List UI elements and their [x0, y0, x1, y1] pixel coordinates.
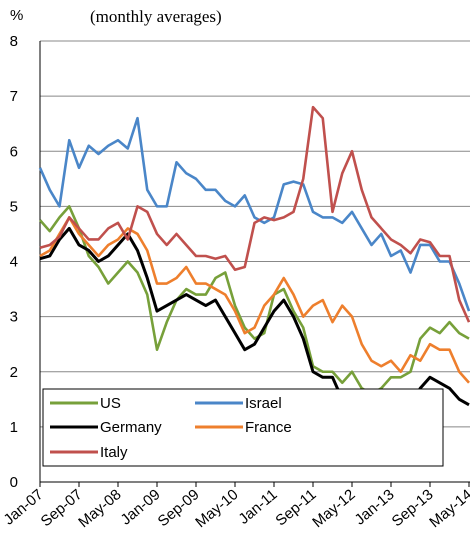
y-tick-label: 8 — [10, 33, 18, 50]
x-tick-label: Sep-09 — [155, 486, 203, 530]
y-tick-label: 0 — [10, 474, 18, 491]
series-line — [39, 105, 470, 323]
legend-label: Italy — [100, 444, 128, 461]
x-tick-label: May-08 — [75, 486, 124, 531]
y-tick-label: 4 — [10, 254, 18, 271]
chart-subtitle: (monthly averages) — [90, 7, 222, 26]
y-axis-label: % — [10, 7, 23, 24]
x-tick-label: Jan-09 — [118, 486, 164, 529]
x-tick-label: Jan-11 — [235, 486, 280, 528]
x-tick-label: May-10 — [192, 486, 241, 531]
x-tick-label: Sep-07 — [38, 486, 86, 530]
y-tick-label: 1 — [10, 419, 18, 436]
x-tick-label: May-12 — [309, 486, 358, 531]
series-line — [39, 205, 470, 396]
x-tick-label: Jan-07 — [1, 486, 47, 529]
legend-label: US — [100, 395, 121, 412]
y-tick-label: 6 — [10, 143, 18, 160]
series-line — [38, 116, 470, 312]
x-tick-label: Jan-13 — [352, 486, 398, 529]
y-tick-label: 3 — [10, 309, 18, 326]
y-tick-label: 5 — [10, 198, 18, 215]
legend-label: Germany — [100, 419, 162, 436]
legend-label: Israel — [245, 395, 282, 412]
x-tick-label: Sep-13 — [389, 486, 437, 530]
series-line — [39, 216, 470, 384]
x-tick-label: May-14 — [426, 486, 470, 531]
y-tick-label: 2 — [10, 364, 18, 381]
y-tick-label: 7 — [10, 88, 18, 105]
legend-label: France — [245, 419, 292, 436]
